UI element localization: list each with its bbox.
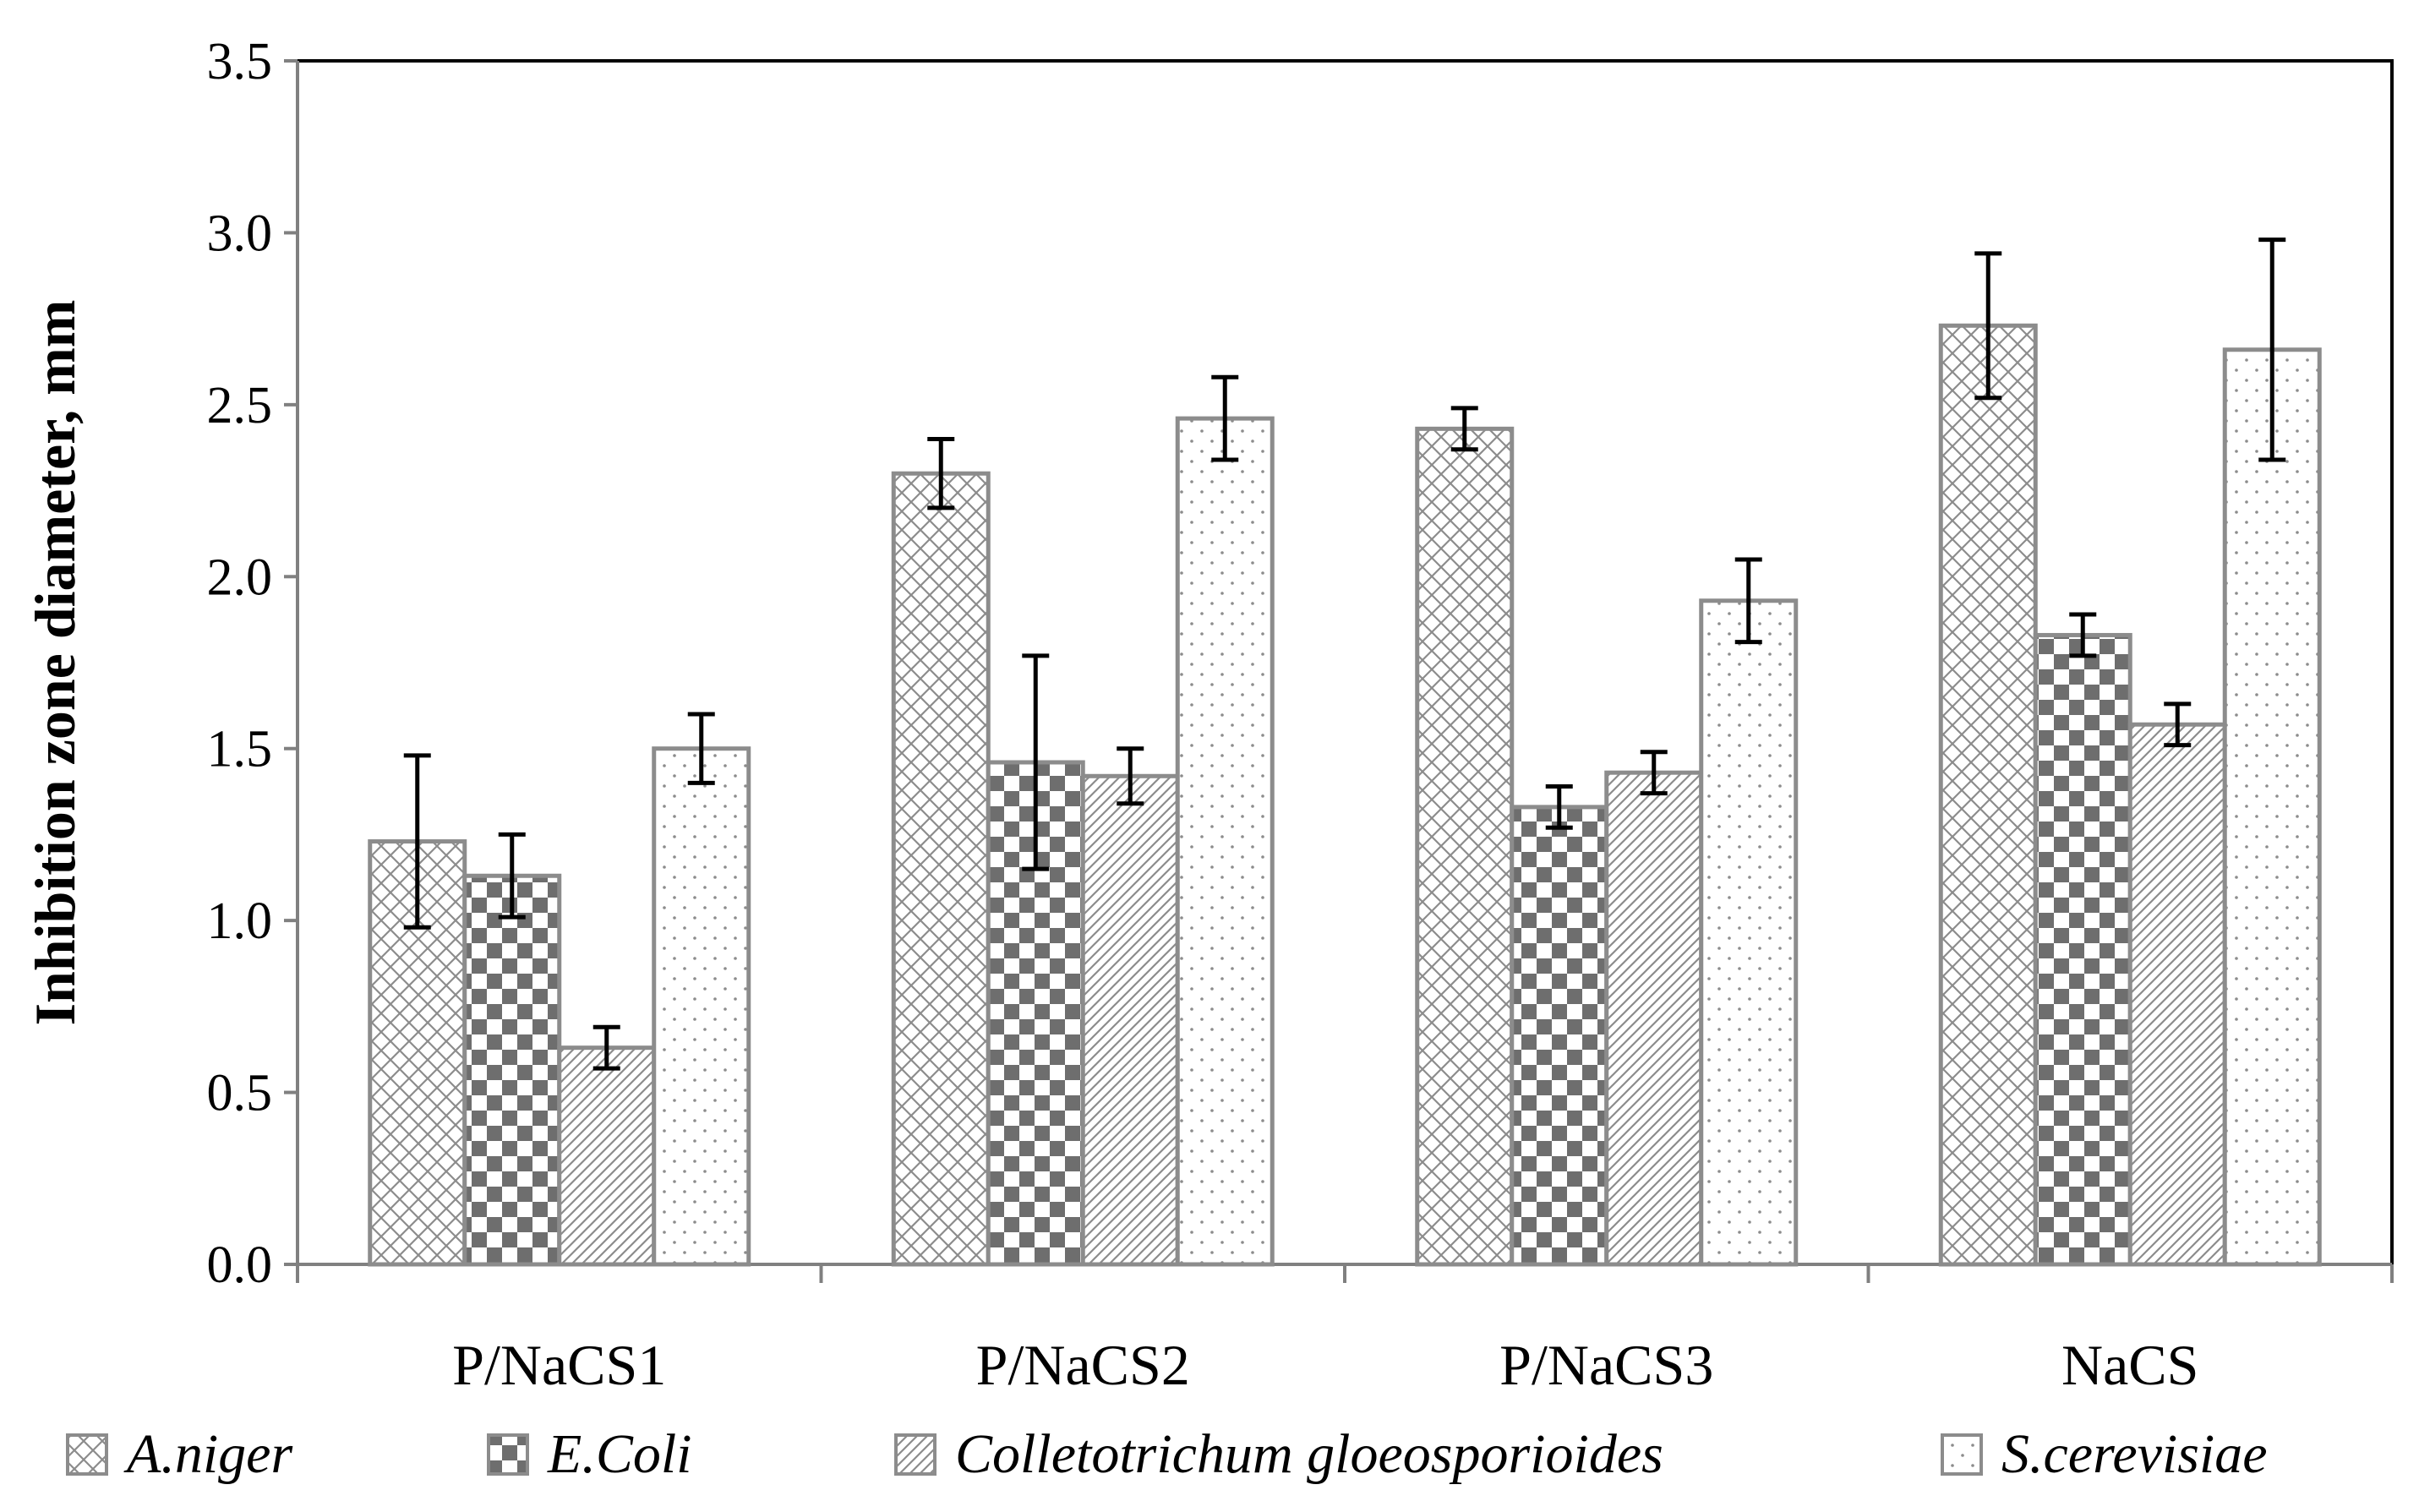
legend-label: E.Coli (547, 1423, 692, 1485)
bar (1415, 426, 1515, 1267)
bar (462, 873, 562, 1267)
legend: A.niger E.Coli Colletotrichum gloeosporioi… (66, 1423, 2268, 1485)
bar (2127, 722, 2227, 1267)
bar (891, 471, 991, 1267)
y-tick-label: 2.0 (207, 549, 273, 606)
y-tick-label: 1.0 (207, 892, 273, 950)
legend-swatch (66, 1433, 108, 1476)
bar (2222, 347, 2322, 1267)
category-label: P/NaCS1 (452, 1333, 666, 1397)
legend-swatch (1941, 1433, 1983, 1476)
y-ticks: 0.0 0.5 1.0 1.5 2.0 2.5 3.0 3.5 (207, 33, 298, 1294)
y-tick-label: 3.0 (207, 205, 273, 262)
legend-swatch (487, 1433, 529, 1476)
bar (1699, 598, 1799, 1267)
category-labels: P/NaCS1 P/NaCS2 P/NaCS3 NaCS (452, 1333, 2198, 1397)
y-tick-label: 1.5 (207, 721, 273, 778)
legend-label: Colletotrichum gloeosporioides (955, 1423, 1663, 1485)
bars (368, 323, 2322, 1267)
bar (2033, 632, 2132, 1267)
legend-label: S.cerevisiae (2001, 1423, 2268, 1485)
bar (1604, 770, 1704, 1267)
legend-label: A.niger (123, 1423, 292, 1485)
y-tick-label: 3.5 (207, 33, 273, 90)
y-axis-title: Inhibition zone diameter, mm (23, 300, 87, 1026)
error-bars (403, 237, 2286, 1071)
category-label: P/NaCS2 (976, 1333, 1190, 1397)
bar (1510, 805, 1609, 1267)
bar (1175, 416, 1275, 1267)
bar (1080, 773, 1180, 1267)
x-ticks (296, 1264, 2394, 1283)
legend-swatch (894, 1433, 936, 1476)
y-tick-label: 0.0 (207, 1236, 273, 1294)
bar (652, 746, 751, 1267)
y-tick-label: 0.5 (207, 1065, 273, 1122)
bar (557, 1045, 657, 1267)
bar (1938, 323, 2038, 1267)
y-tick-label: 2.5 (207, 377, 273, 434)
category-label: P/NaCS3 (1499, 1333, 1713, 1397)
category-label: NaCS (2061, 1333, 2198, 1397)
